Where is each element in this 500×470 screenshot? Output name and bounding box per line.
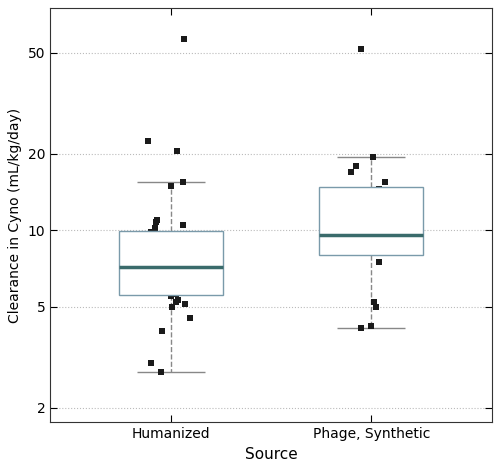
- Point: [358, 45, 366, 53]
- Point: [157, 368, 165, 376]
- Point: [147, 359, 155, 367]
- Point: [166, 182, 174, 189]
- Point: [144, 137, 152, 145]
- Point: [182, 301, 190, 308]
- Point: [156, 263, 164, 270]
- Point: [180, 221, 188, 228]
- Point: [180, 35, 188, 42]
- Point: [147, 229, 155, 236]
- Point: [169, 269, 177, 276]
- Point: [168, 303, 176, 310]
- Point: [178, 178, 186, 186]
- Point: [154, 216, 162, 224]
- Point: [164, 287, 172, 294]
- Point: [186, 314, 194, 322]
- Point: [352, 162, 360, 169]
- Point: [151, 224, 159, 232]
- Point: [372, 303, 380, 310]
- Point: [168, 248, 175, 256]
- Point: [152, 218, 160, 226]
- Point: [172, 290, 180, 298]
- Point: [172, 298, 179, 306]
- Point: [178, 258, 186, 266]
- Point: [366, 322, 374, 329]
- Point: [389, 235, 397, 243]
- Point: [360, 227, 368, 234]
- X-axis label: Source: Source: [244, 446, 298, 462]
- Bar: [319, 188, 424, 254]
- Point: [381, 178, 389, 186]
- Point: [177, 266, 185, 274]
- Point: [150, 274, 158, 282]
- Point: [176, 235, 184, 243]
- Point: [346, 248, 354, 256]
- Point: [385, 241, 393, 248]
- Point: [188, 241, 196, 248]
- Point: [369, 153, 377, 160]
- Point: [173, 148, 181, 155]
- Point: [158, 328, 166, 335]
- Point: [175, 281, 183, 289]
- Point: [168, 292, 175, 300]
- Point: [374, 194, 382, 201]
- Point: [182, 251, 190, 258]
- Point: [346, 168, 354, 176]
- Bar: [118, 231, 223, 295]
- Point: [164, 285, 172, 292]
- Point: [172, 254, 180, 261]
- Point: [187, 264, 195, 272]
- Point: [160, 277, 168, 285]
- Point: [370, 298, 378, 306]
- Point: [345, 221, 353, 228]
- Point: [143, 244, 151, 252]
- Point: [375, 186, 383, 193]
- Point: [357, 325, 365, 332]
- Point: [346, 238, 354, 246]
- Point: [174, 297, 182, 304]
- Point: [386, 244, 394, 252]
- Y-axis label: Clearance in Cyno (mL/kg/day): Clearance in Cyno (mL/kg/day): [8, 108, 22, 323]
- Point: [371, 202, 379, 210]
- Point: [374, 258, 382, 266]
